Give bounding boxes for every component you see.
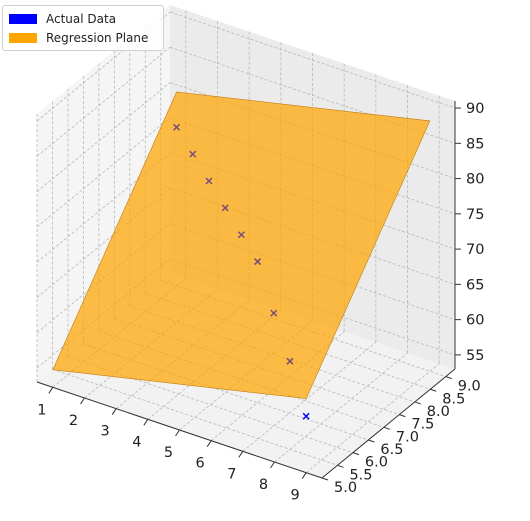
y-tick-label: 5.0 <box>334 480 357 496</box>
marker-stroke <box>189 150 197 158</box>
z-tick-label: 85 <box>466 136 484 152</box>
marker-stroke <box>302 412 310 420</box>
grid-line <box>305 363 440 473</box>
grid-line <box>36 117 171 228</box>
x-tick-label: 4 <box>132 434 141 450</box>
y-axis-line <box>321 368 456 479</box>
tick-marks <box>48 107 461 481</box>
y-tick-mark <box>337 464 344 468</box>
y-tick-labels: 5.05.56.06.57.07.58.08.59.0 <box>334 379 481 496</box>
z-tick-label: 75 <box>466 207 484 223</box>
x-tick-mark <box>80 397 85 405</box>
x-tick-label: 1 <box>37 402 46 418</box>
x-tick-mark <box>143 419 149 426</box>
y-tick-label: 6.5 <box>380 442 403 458</box>
data-point-marker <box>205 177 213 185</box>
grid-line <box>36 82 171 192</box>
grid-line <box>52 368 338 466</box>
legend-label-actual-data: Actual Data <box>46 12 117 26</box>
grid-line <box>36 152 171 263</box>
y-tick-mark <box>399 414 406 418</box>
grid-line <box>242 342 377 452</box>
data-point-marker <box>270 309 278 317</box>
z-tick-label: 80 <box>466 172 484 188</box>
marker-stroke <box>221 204 229 212</box>
regression-plane <box>52 91 431 399</box>
x-tick-label: 9 <box>291 488 300 504</box>
data-point-marker <box>221 204 229 212</box>
y-tick-label: 5.5 <box>349 467 372 483</box>
y-tick-label: 8.0 <box>427 404 450 420</box>
y-tick-mark <box>368 439 375 443</box>
x-tick-mark <box>111 408 117 415</box>
marker-stroke <box>254 258 262 266</box>
grid-line <box>274 352 408 463</box>
x-tick-mark <box>48 387 54 394</box>
data-point-marker <box>173 123 181 131</box>
x-tick-label: 5 <box>164 445 173 461</box>
x-tick-mark <box>175 429 180 437</box>
x-tick-label: 6 <box>196 456 205 472</box>
regression-plane-layer <box>52 91 431 399</box>
x-tick-label: 7 <box>227 466 236 482</box>
legend-swatch-actual-data <box>9 14 37 24</box>
y-tick-mark <box>445 376 452 380</box>
z-tick-label: 55 <box>466 348 484 364</box>
x-tick-label: 3 <box>101 424 110 440</box>
marker-stroke <box>205 177 213 185</box>
x-tick-mark <box>206 440 212 447</box>
y-tick-mark <box>352 452 360 456</box>
marker-stroke <box>286 357 294 365</box>
legend: Actual Data Regression Plane <box>2 5 164 51</box>
x-tick-label: 8 <box>259 477 268 493</box>
marker-stroke <box>237 231 245 239</box>
legend-swatch-regression-plane <box>9 33 37 43</box>
x-tick-mark <box>238 451 244 458</box>
x-tick-label: 2 <box>69 413 78 429</box>
data-point-marker <box>189 150 197 158</box>
z-tick-labels: 55 60 65 70 75 80 85 90 <box>466 101 484 364</box>
y-tick-label: 7.0 <box>396 429 419 445</box>
y-tick-mark <box>430 388 437 392</box>
z-tick-label: 60 <box>466 313 484 329</box>
legend-item-actual-data: Actual Data <box>9 11 116 27</box>
x-tick-mark <box>270 461 275 469</box>
y-tick-mark <box>321 477 329 481</box>
grid-line <box>36 188 171 298</box>
data-point-marker <box>286 357 294 365</box>
legend-item-regression-plane: Regression Plane <box>9 30 148 46</box>
y-tick-label: 7.5 <box>411 417 434 433</box>
y-tick-mark <box>383 426 391 430</box>
data-points-layer <box>173 123 310 420</box>
z-tick-label: 90 <box>466 101 484 117</box>
data-point-marker <box>302 412 310 420</box>
y-tick-label: 9.0 <box>458 379 481 395</box>
x-tick-mark <box>301 472 307 479</box>
y-tick-mark <box>414 401 421 405</box>
y-tick-label: 8.5 <box>442 391 465 407</box>
data-point-marker <box>254 258 262 266</box>
data-point-marker <box>237 231 245 239</box>
y-tick-label: 6.0 <box>365 455 388 471</box>
legend-label-regression-plane: Regression Plane <box>46 31 149 45</box>
x-tick-labels: 1 2 3 4 5 6 7 8 9 <box>37 402 300 503</box>
z-tick-label: 70 <box>466 242 484 258</box>
grid-line <box>169 11 456 109</box>
z-tick-label: 65 <box>466 277 484 293</box>
grid-line <box>36 47 171 157</box>
grid-line <box>36 11 171 122</box>
marker-stroke <box>173 123 181 131</box>
marker-stroke <box>270 309 278 317</box>
